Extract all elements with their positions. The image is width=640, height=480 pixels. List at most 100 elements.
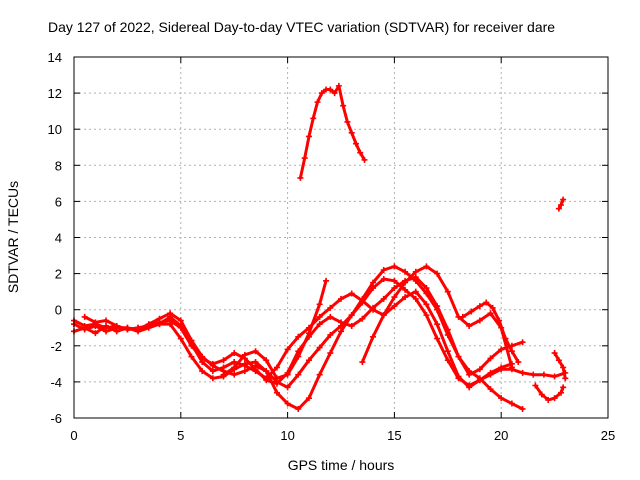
data-point-marker: [305, 133, 312, 140]
data-point-marker: [310, 115, 317, 122]
data-point-marker: [209, 368, 216, 375]
series-track-5: [220, 277, 330, 382]
data-point-marker: [551, 350, 558, 357]
data-point-marker: [327, 86, 334, 93]
data-point-marker: [209, 362, 216, 369]
data-point-marker: [423, 301, 430, 308]
data-point-marker: [487, 386, 494, 393]
data-point-marker: [370, 333, 377, 340]
data-point-marker: [252, 368, 259, 375]
data-point-marker: [519, 369, 526, 376]
data-point-marker: [423, 290, 430, 297]
data-point-marker: [338, 295, 344, 302]
data-point-marker: [167, 310, 174, 317]
data-point-marker: [370, 279, 377, 286]
data-point-marker: [352, 140, 359, 147]
data-series: [71, 82, 569, 412]
x-axis-label: GPS time / hours: [288, 457, 395, 473]
data-point-marker: [545, 396, 552, 403]
data-point-marker: [476, 317, 483, 324]
series-track-10: [532, 382, 567, 403]
data-point-marker: [199, 368, 206, 375]
data-point-marker: [273, 375, 280, 382]
data-point-marker: [340, 102, 347, 109]
data-point-marker: [273, 364, 280, 371]
y-tick-label: -2: [50, 339, 62, 354]
x-tick-label: 25: [601, 428, 615, 443]
data-point-marker: [423, 263, 430, 270]
data-point-marker: [402, 268, 409, 275]
data-point-marker: [284, 400, 291, 407]
data-point-marker: [560, 364, 567, 371]
data-point-marker: [412, 288, 419, 295]
data-point-marker: [359, 359, 366, 366]
data-point-marker: [498, 366, 505, 373]
data-point-marker: [145, 322, 152, 329]
data-point-marker: [344, 118, 351, 125]
data-point-marker: [92, 319, 99, 326]
data-point-marker: [496, 317, 503, 324]
data-point-marker: [252, 348, 259, 355]
data-point-marker: [348, 312, 355, 319]
data-point-marker: [530, 371, 537, 378]
data-point-marker: [558, 202, 565, 209]
data-point-marker: [361, 156, 368, 163]
y-tick-label: -4: [50, 375, 62, 390]
data-point-marker: [370, 306, 377, 313]
data-point-marker: [359, 315, 366, 322]
data-point-marker: [220, 371, 227, 378]
data-point-marker: [412, 277, 419, 284]
x-tick-label: 15: [387, 428, 401, 443]
series-track-7: [459, 299, 522, 366]
y-tick-label: 2: [55, 267, 62, 282]
data-point-marker: [466, 322, 473, 329]
series-line: [72, 290, 514, 389]
data-point-marker: [555, 205, 562, 212]
series-line: [83, 264, 525, 411]
data-point-marker: [444, 357, 451, 364]
series-track-6: [359, 263, 515, 371]
data-point-marker: [434, 321, 441, 328]
data-point-marker: [241, 351, 248, 358]
data-point-marker: [380, 295, 387, 302]
data-point-marker: [532, 382, 539, 389]
data-point-marker: [348, 129, 355, 136]
series-track-4: [81, 263, 526, 412]
data-point-marker: [560, 384, 567, 391]
data-point-marker: [199, 359, 206, 366]
x-tick-label: 0: [70, 428, 77, 443]
data-point-marker: [295, 405, 302, 412]
data-point-marker: [444, 288, 451, 295]
y-tick-label: 12: [48, 86, 62, 101]
data-point-marker: [434, 270, 441, 277]
data-point-marker: [231, 350, 238, 357]
x-tick-label: 20: [494, 428, 508, 443]
data-point-marker: [444, 331, 451, 338]
data-point-marker: [391, 303, 398, 310]
data-point-marker: [558, 389, 565, 396]
data-point-marker: [135, 324, 142, 331]
data-point-marker: [508, 348, 515, 355]
data-point-marker: [327, 304, 334, 311]
data-point-marker: [301, 155, 308, 162]
plot-frame: [73, 56, 609, 419]
data-point-marker: [380, 276, 387, 283]
x-tick-labels: 0 5 10 15 20 25: [70, 428, 615, 443]
data-point-marker: [305, 330, 312, 337]
y-tick-label: 10: [48, 122, 62, 137]
data-point-marker: [199, 353, 206, 360]
data-point-marker: [391, 294, 398, 301]
data-point-marker: [423, 312, 430, 319]
data-point-marker: [508, 400, 515, 407]
data-point-marker: [318, 90, 325, 97]
data-point-marker: [455, 353, 462, 360]
y-tick-label: -6: [50, 411, 62, 426]
data-point-marker: [348, 322, 355, 329]
data-point-marker: [81, 326, 88, 333]
data-point-marker: [489, 304, 496, 311]
data-point-marker: [412, 295, 419, 302]
series-line: [553, 351, 567, 380]
data-point-marker: [231, 364, 238, 371]
data-point-marker: [284, 371, 291, 378]
data-point-marker: [359, 295, 366, 302]
